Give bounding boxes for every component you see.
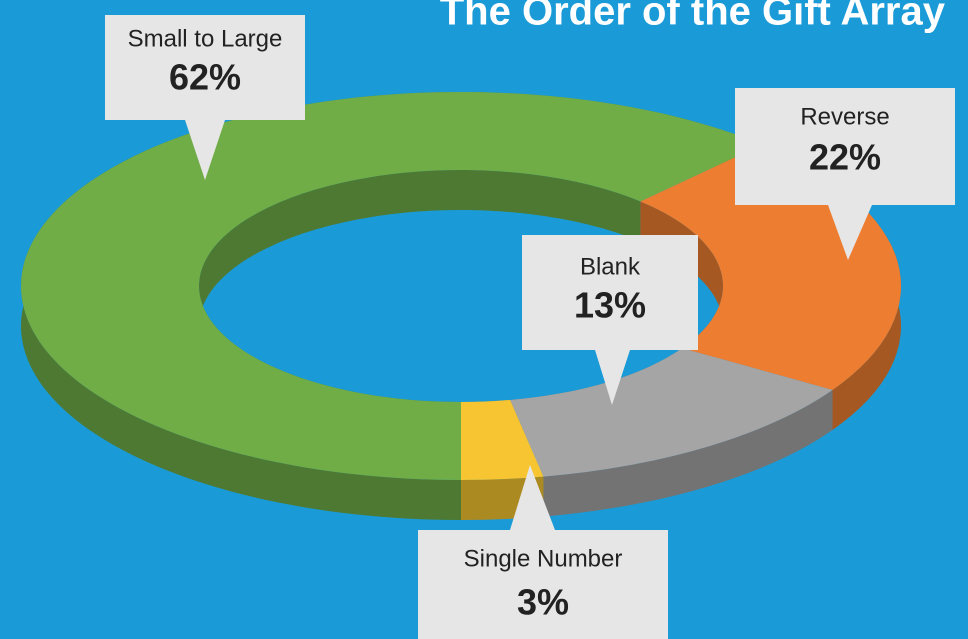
donut-segment (510, 348, 833, 477)
value-label: 62% (169, 57, 241, 98)
value-label: 22% (809, 137, 881, 178)
callout-box (418, 530, 668, 639)
inner-wall (198, 170, 641, 442)
callout-box (735, 88, 955, 205)
callout-pointer (595, 350, 630, 405)
callout-pointer (828, 205, 872, 260)
value-label: 13% (574, 285, 646, 326)
category-label: Blank (580, 253, 641, 280)
outer-wall (543, 389, 833, 517)
donut-segment (461, 399, 544, 480)
callout-pointer (185, 120, 225, 180)
category-label: Single Number (464, 545, 623, 572)
chart-title: The Order of the Gift Array (440, 0, 946, 34)
category-label: Small to Large (128, 25, 283, 52)
callout-box (105, 15, 305, 120)
value-label: 3% (517, 582, 569, 623)
callout-pointer (510, 465, 555, 530)
donut-segment (20, 91, 763, 480)
callout-box (522, 235, 698, 350)
category-label: Reverse (800, 103, 889, 130)
